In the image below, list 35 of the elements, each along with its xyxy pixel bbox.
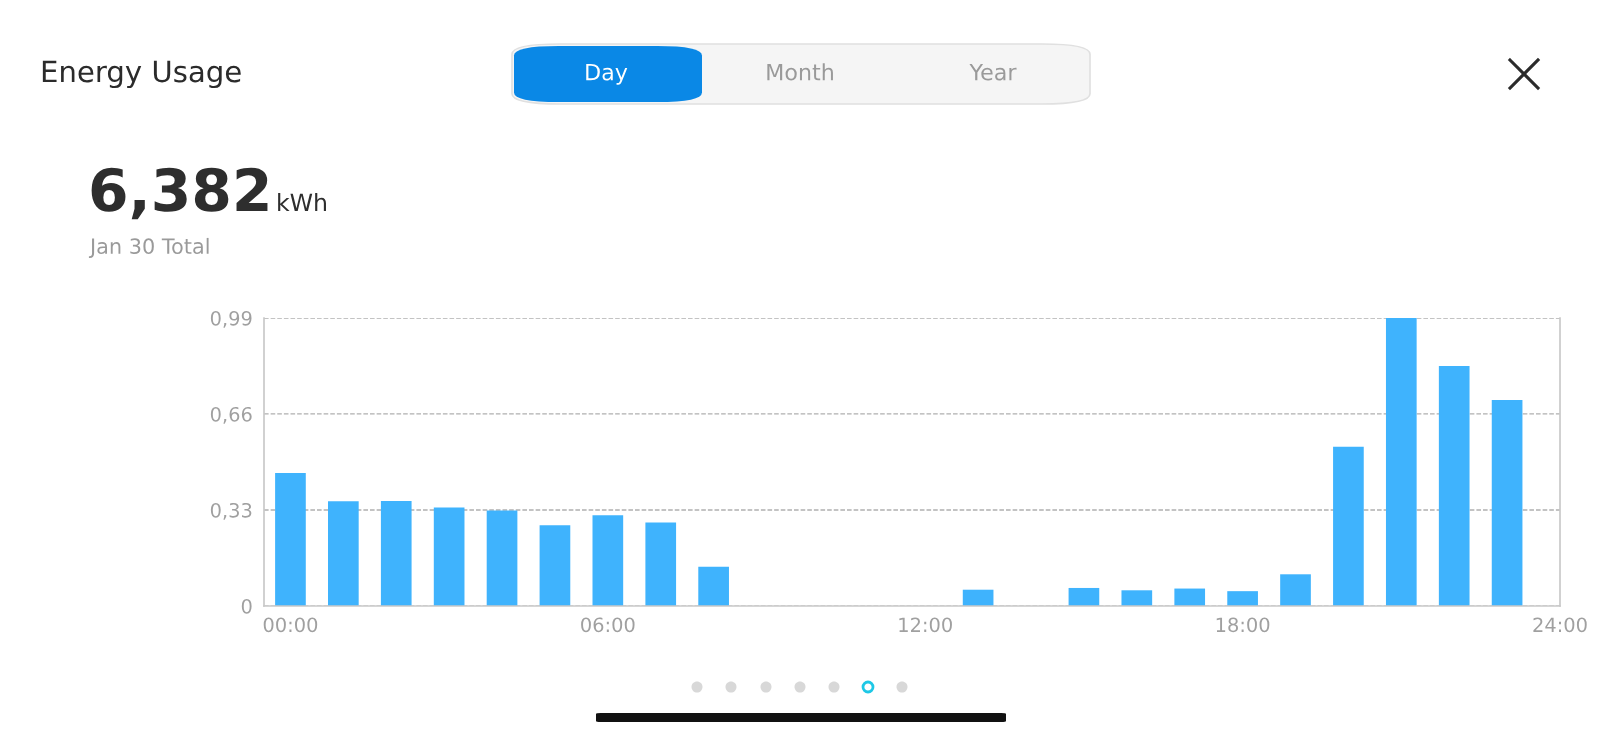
y-tick-label: 0,66 xyxy=(210,406,252,424)
text: 6,382 xyxy=(91,167,268,220)
bar xyxy=(1174,588,1206,606)
x-tick-label: 00:00 xyxy=(263,617,318,633)
bar xyxy=(1121,590,1153,606)
text: Year xyxy=(969,63,1017,81)
bar xyxy=(645,522,677,606)
text: Month xyxy=(767,63,833,81)
bar xyxy=(1068,587,1100,606)
bar xyxy=(1333,446,1364,606)
bar xyxy=(328,501,359,606)
bar xyxy=(1438,366,1470,606)
x-tick-label: 06:00 xyxy=(581,617,635,633)
x-tick-label: 24:00 xyxy=(1533,617,1587,633)
y-tick-label: 0,99 xyxy=(210,310,252,328)
bar xyxy=(698,566,729,606)
bar xyxy=(539,525,571,606)
bar xyxy=(1280,574,1311,606)
bar xyxy=(1227,591,1258,606)
bar xyxy=(380,500,412,606)
bar xyxy=(1385,318,1417,606)
text: Jan 30 Total xyxy=(88,237,209,258)
x-tick-label: 12:00 xyxy=(899,617,952,633)
y-tick-label: 0,33 xyxy=(210,502,252,520)
bar xyxy=(486,510,518,606)
bar xyxy=(962,589,994,606)
bar xyxy=(433,507,465,606)
y-tick-label: 0 xyxy=(241,598,252,614)
bar xyxy=(1491,400,1523,606)
bar xyxy=(275,473,306,606)
x-tick-label: 18:00 xyxy=(1216,617,1270,633)
text: kWh xyxy=(278,193,326,211)
chart-title: Energy Usage xyxy=(42,60,241,89)
text: Day xyxy=(586,63,628,85)
bar xyxy=(592,515,624,606)
